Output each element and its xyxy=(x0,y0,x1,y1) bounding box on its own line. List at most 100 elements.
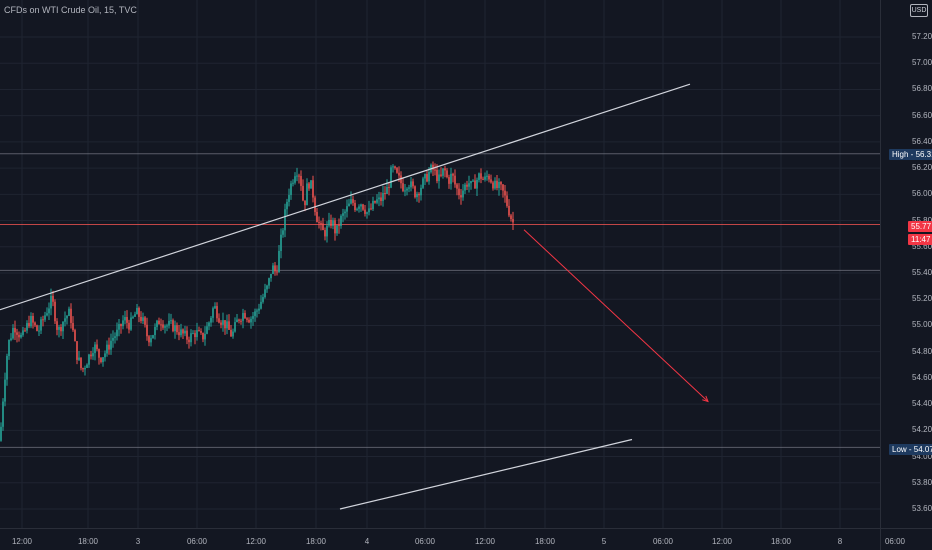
candle-body xyxy=(206,326,208,334)
candle-body xyxy=(146,324,148,337)
time-tick-label: 18:00 xyxy=(534,537,556,546)
time-tick-label: 18:00 xyxy=(77,537,99,546)
candle-body xyxy=(196,330,198,338)
candle-body xyxy=(282,230,284,235)
time-scale[interactable] xyxy=(0,528,880,550)
lower-trendline xyxy=(339,438,633,510)
drawings[interactable] xyxy=(0,83,709,510)
candle-body xyxy=(318,222,320,224)
candle-body xyxy=(406,188,408,191)
candle-body xyxy=(306,183,308,206)
time-tick-label: 4 xyxy=(364,537,370,546)
candle-body xyxy=(106,344,108,354)
candle-body xyxy=(36,325,38,331)
candle-body xyxy=(198,330,200,332)
candle-body xyxy=(436,169,438,182)
candles[interactable] xyxy=(0,161,514,442)
chart-area[interactable]: CFDs on WTI Crude Oil, 15, TVC xyxy=(0,0,880,528)
candle-body xyxy=(432,164,434,170)
price-tick-label: 55.00 xyxy=(912,320,932,330)
price-chart[interactable] xyxy=(0,0,880,528)
candle-body xyxy=(368,208,370,213)
candle-body xyxy=(416,193,418,198)
candle-body xyxy=(48,308,50,314)
candle-body xyxy=(366,212,368,214)
candle-body xyxy=(502,184,504,191)
candle-body xyxy=(66,315,68,319)
candle-body xyxy=(68,308,70,316)
candle-body xyxy=(144,317,146,325)
candle-body xyxy=(294,176,296,183)
candle-body xyxy=(216,306,218,319)
candle-body xyxy=(446,170,448,178)
candle-body xyxy=(380,197,382,201)
candle-body xyxy=(64,318,66,322)
candle-body xyxy=(50,295,52,309)
candle-body xyxy=(392,166,394,168)
candle-body xyxy=(304,200,306,206)
candle-body xyxy=(148,336,150,343)
currency-button[interactable]: USD xyxy=(910,4,928,17)
candle-body xyxy=(458,188,460,196)
candle-body xyxy=(376,199,378,203)
candle-body xyxy=(86,364,88,368)
candle-body xyxy=(160,324,162,326)
candle-body xyxy=(310,180,312,189)
candle-body xyxy=(340,215,342,227)
candle-body xyxy=(500,182,502,185)
candle-body xyxy=(394,166,396,169)
candle-body xyxy=(312,180,314,198)
candle-body xyxy=(272,265,274,274)
candle-body xyxy=(298,175,300,177)
candle-body xyxy=(28,323,30,327)
candle-body xyxy=(336,225,338,234)
candle-body xyxy=(470,181,472,184)
candle-body xyxy=(2,401,4,427)
candle-body xyxy=(4,379,6,402)
candle-body xyxy=(46,313,48,316)
candle-body xyxy=(314,197,316,212)
candle-body xyxy=(390,167,392,188)
projection-arrow xyxy=(523,229,709,402)
candle-body xyxy=(242,313,244,321)
time-tick-label: 12:00 xyxy=(11,537,33,546)
candle-body xyxy=(370,208,372,210)
candle-body xyxy=(348,203,350,207)
candle-body xyxy=(232,331,234,337)
candle-body xyxy=(170,320,172,322)
candle-body xyxy=(444,168,446,171)
candle-body xyxy=(360,204,362,207)
candle-body xyxy=(162,324,164,328)
candle-body xyxy=(52,295,54,302)
candle-body xyxy=(426,174,428,182)
candle-body xyxy=(474,180,476,189)
candle-body xyxy=(212,308,214,318)
candle-body xyxy=(346,206,348,212)
candle-body xyxy=(108,344,110,350)
candle-body xyxy=(292,182,294,184)
candle-body xyxy=(100,357,102,363)
candle-body xyxy=(276,271,278,273)
symbol-legend[interactable]: CFDs on WTI Crude Oil, 15, TVC xyxy=(4,5,137,15)
candle-body xyxy=(10,338,12,340)
candle-body xyxy=(150,338,152,343)
candle-body xyxy=(14,328,16,333)
candle-body xyxy=(80,357,82,369)
low-badge: Low - 54.07 xyxy=(889,444,932,455)
candle-body xyxy=(74,330,76,342)
candle-body xyxy=(402,183,404,191)
candle-body xyxy=(512,219,514,223)
candle-body xyxy=(316,211,318,223)
candle-body xyxy=(504,190,506,196)
candle-body xyxy=(334,220,336,234)
candle-body xyxy=(468,183,470,187)
candle-body xyxy=(472,180,474,182)
candle-body xyxy=(180,329,182,336)
candle-body xyxy=(228,321,230,330)
candle-body xyxy=(186,330,188,340)
price-scale[interactable] xyxy=(880,0,932,528)
candle-body xyxy=(264,289,266,298)
time-tick-label: 18:00 xyxy=(770,537,792,546)
candle-body xyxy=(168,320,170,326)
candle-body xyxy=(438,174,440,182)
